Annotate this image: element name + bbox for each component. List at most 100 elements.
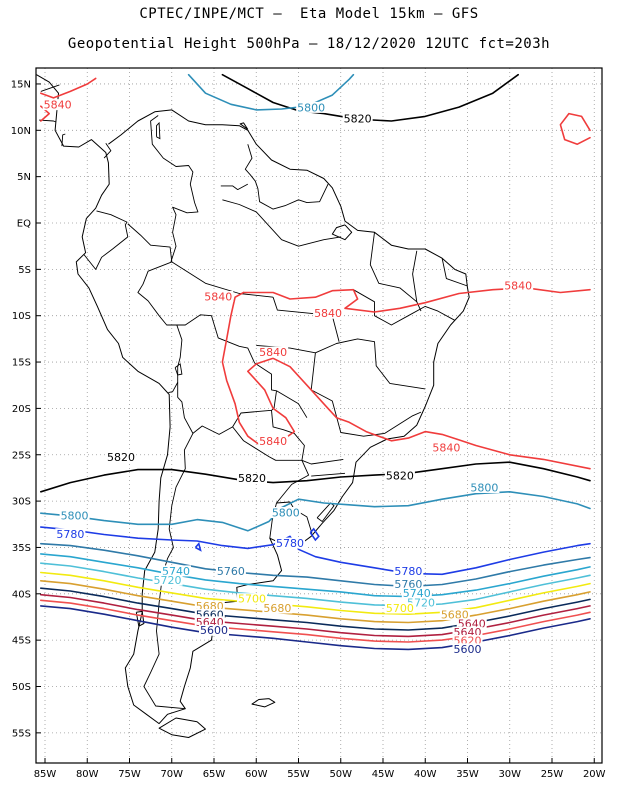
coastline	[135, 610, 145, 627]
contour-label-backdrop	[296, 101, 327, 113]
contour-label: 5600	[454, 643, 482, 656]
country-border	[176, 314, 277, 435]
contour-label: 5700	[238, 593, 266, 606]
country-border	[441, 258, 468, 287]
contour-label: 5780	[394, 565, 422, 578]
coastline	[158, 717, 206, 738]
contour-label: 5840	[504, 279, 532, 292]
contour-label-backdrop	[258, 435, 289, 447]
contour-5600	[40, 605, 591, 651]
contour-label-backdrop	[237, 472, 268, 484]
lat-label: 30S	[12, 497, 31, 508]
lon-label: 60W	[245, 769, 268, 780]
country-border	[83, 210, 129, 270]
contour-label-backdrop	[431, 442, 462, 454]
country-border	[61, 133, 66, 147]
contour-label-backdrop	[152, 574, 183, 586]
coastlines-and-borders	[0, 10, 470, 738]
coastline	[0, 225, 3, 232]
lat-label: 20S	[12, 404, 31, 415]
contour-5820	[40, 461, 591, 493]
lon-label: 40W	[414, 769, 437, 780]
contour-label: 5740	[162, 565, 190, 578]
lon-label: 75W	[118, 769, 141, 780]
lake-outline	[316, 502, 335, 523]
contour-5840	[221, 291, 591, 470]
lat-label: 35S	[12, 543, 31, 554]
contour-5760	[40, 542, 591, 588]
map-frame	[35, 67, 603, 764]
contour-label: 5720	[154, 574, 182, 587]
lon-label: 70W	[160, 769, 183, 780]
contour-5840	[559, 112, 591, 145]
country-border	[127, 223, 183, 394]
country-border	[353, 289, 456, 326]
contour-5740	[40, 553, 591, 598]
contour-label-backdrop	[237, 593, 268, 605]
lake-outline	[174, 363, 183, 376]
latitude-labels: 15N 10N 5N EQ 5S 10S 15S 20S 25S 30S 35S 40S 45S 50S 5…	[11, 79, 31, 739]
contour-label-backdrop	[384, 469, 415, 481]
axis-ticks	[36, 83, 595, 763]
contour-5620	[40, 599, 591, 643]
lat-label: 5N	[17, 172, 31, 183]
lon-label: 45W	[372, 769, 395, 780]
contour-5700	[40, 571, 591, 615]
map-background	[36, 68, 602, 763]
lon-label: 20W	[583, 769, 606, 780]
lon-label: 65W	[203, 769, 226, 780]
contour-label-backdrop	[215, 565, 246, 577]
contour-label-backdrop	[106, 451, 137, 463]
lon-label: 80W	[76, 769, 99, 780]
contour-label-backdrop	[384, 602, 415, 614]
country-border	[311, 472, 346, 477]
country-border	[103, 143, 112, 159]
contour-label-backdrop	[194, 616, 225, 628]
country-border	[222, 199, 341, 247]
contour-label: 5820	[344, 113, 372, 126]
contour-5780-closed	[309, 527, 320, 542]
country-border	[171, 261, 274, 298]
lon-label: 25W	[541, 769, 564, 780]
contour-label: 5780	[56, 528, 84, 541]
contour-label-backdrop	[194, 600, 225, 612]
contour-label-backdrop	[452, 643, 483, 655]
country-border	[412, 250, 422, 312]
lat-label: 50S	[12, 682, 31, 693]
contour-label-backdrop	[258, 346, 289, 358]
contour-label-backdrop	[262, 602, 293, 614]
map-title-line-1: CPTEC/INPE/MCT – Eta Model 15km – GFS	[139, 6, 479, 22]
longitude-labels: 85W 80W 75W 70W 65W 60W 55W 50W 45W 40W 35W 30W 25W 2…	[34, 769, 606, 780]
lon-label: 35W	[456, 769, 479, 780]
contour-5780	[40, 526, 591, 576]
lat-label: 10N	[11, 126, 31, 137]
contour-label: 5780	[276, 537, 304, 550]
lon-label: 85W	[34, 769, 57, 780]
contour-5720	[40, 562, 591, 607]
contour-5640	[40, 593, 591, 638]
contour-labels: 5840 5840 5840 5840 5840 5840 5840 5800 5820 5820…	[42, 99, 534, 656]
contour-label: 5600	[200, 624, 228, 637]
country-border	[150, 115, 199, 263]
lat-label: 5S	[18, 265, 31, 276]
lat-label: 40S	[12, 589, 31, 600]
country-border	[256, 344, 316, 354]
lat-label: 15S	[12, 358, 31, 369]
lat-label: EQ	[17, 219, 31, 230]
country-border	[315, 338, 426, 390]
country-border	[301, 458, 344, 465]
country-border	[244, 144, 329, 210]
lon-label: 55W	[287, 769, 310, 780]
contour-label: 5680	[441, 608, 469, 621]
contour-label-backdrop	[393, 578, 424, 590]
contour-label: 5800	[297, 101, 325, 114]
contour-label-backdrop	[342, 113, 373, 125]
contour-label-backdrop	[452, 634, 483, 646]
contour-5660	[40, 587, 591, 631]
coastline	[47, 10, 137, 39]
contour-label: 5840	[314, 307, 342, 320]
contour-label: 5840	[259, 435, 287, 448]
lake-outline	[156, 121, 161, 140]
contour-label-backdrop	[194, 608, 225, 620]
